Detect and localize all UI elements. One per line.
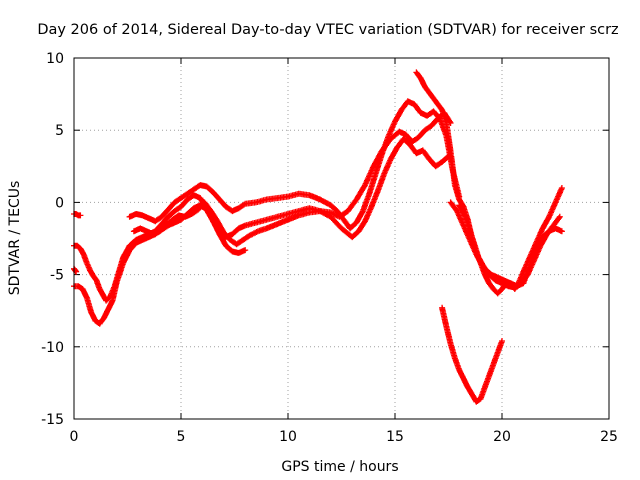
y-tick-label: -15 bbox=[41, 412, 64, 428]
y-tick-label: 10 bbox=[46, 51, 64, 67]
x-tick-label: 20 bbox=[493, 429, 511, 445]
series-layer bbox=[71, 69, 565, 405]
x-axis-label: GPS time / hours bbox=[281, 459, 398, 475]
x-tick-label: 25 bbox=[600, 429, 618, 445]
series-markers bbox=[456, 202, 565, 290]
series-trace-h bbox=[439, 304, 505, 405]
x-tick-label: 5 bbox=[177, 429, 186, 445]
series-markers bbox=[130, 109, 454, 248]
y-tick-label: 0 bbox=[55, 195, 64, 211]
plot-frame bbox=[73, 57, 610, 420]
x-tick-label: 10 bbox=[279, 429, 297, 445]
y-tick-label: -5 bbox=[50, 268, 64, 284]
y-tick-label: 5 bbox=[55, 123, 64, 139]
series-markers bbox=[439, 304, 505, 405]
series-trace-d bbox=[130, 109, 454, 248]
x-tick-label: 0 bbox=[70, 429, 79, 445]
y-axis-label: SDTVAR / TECUs bbox=[7, 181, 23, 296]
x-tick-label: 15 bbox=[386, 429, 404, 445]
y-tick-label: -10 bbox=[41, 340, 64, 356]
series-trace-g bbox=[456, 202, 565, 290]
chart-title: Day 206 of 2014, Sidereal Day-to-day VTE… bbox=[37, 22, 618, 38]
